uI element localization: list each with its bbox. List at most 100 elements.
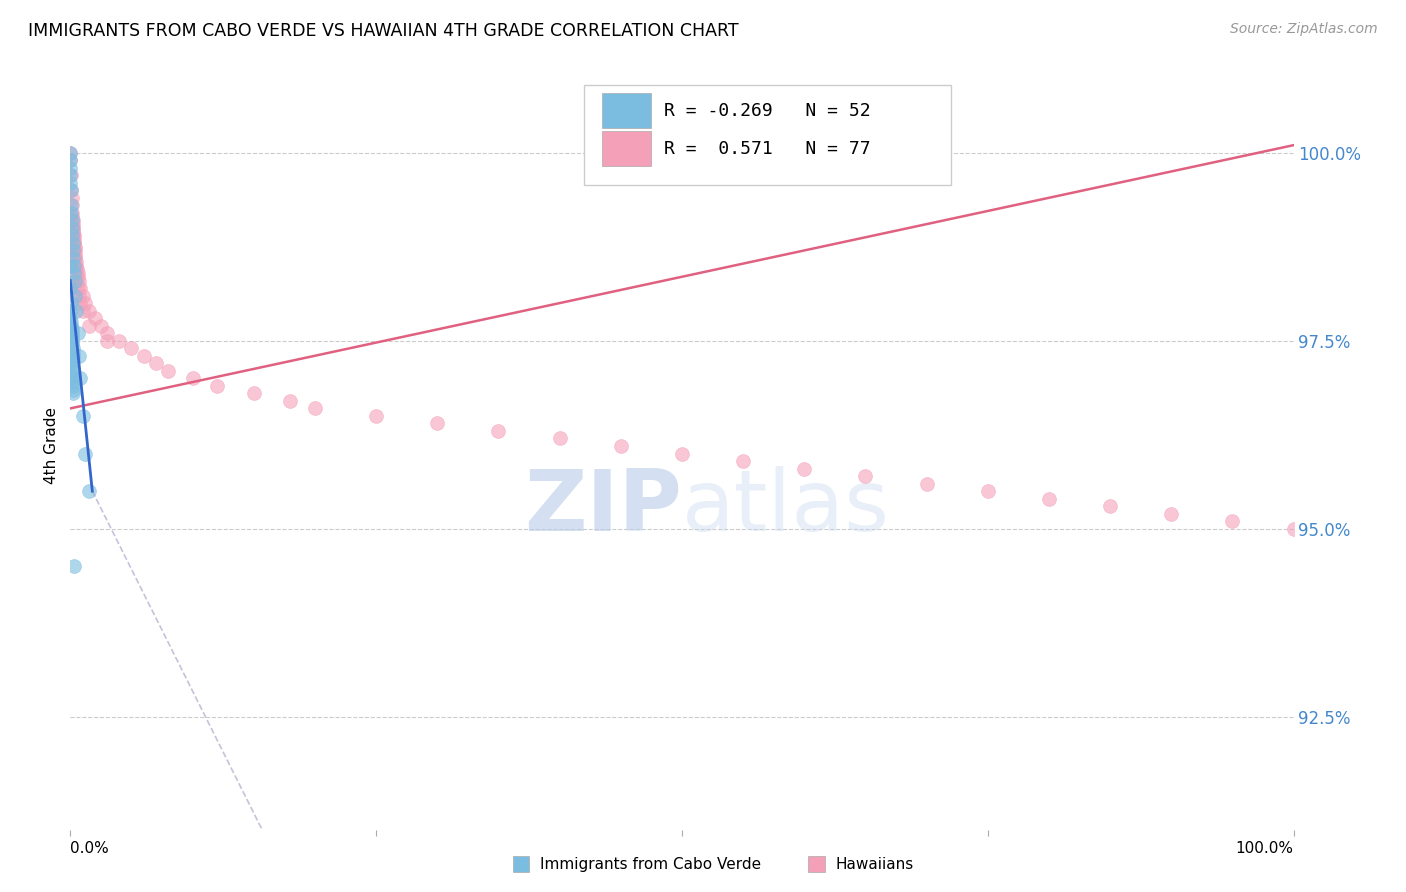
Point [59,145,82,160]
Point [60,206,83,220]
Point [62,379,84,393]
Point [60,296,83,310]
Point [59,153,82,168]
Point [65,251,87,265]
Point [793,461,815,475]
Point [69,281,91,295]
Point [65,274,87,288]
Point [548,432,571,446]
Point [63,244,86,258]
Point [77,303,100,318]
Point [59,259,82,273]
Point [60,337,83,351]
Point [181,371,204,385]
Point [366,409,388,423]
Point [72,409,94,423]
Point [1038,491,1060,506]
Point [63,288,86,302]
Point [671,446,693,460]
Point [63,559,86,574]
Point [488,424,510,438]
Point [60,326,83,341]
Point [915,476,938,491]
Point [72,303,94,318]
Point [610,439,633,453]
Point [59,176,82,190]
Text: Immigrants from Cabo Verde: Immigrants from Cabo Verde [540,857,762,871]
Point [59,161,82,175]
Point [73,446,96,460]
Point [60,334,83,348]
Point [62,251,84,265]
Point [62,259,84,273]
Point [60,213,83,227]
Point [60,359,83,374]
Point [60,330,83,344]
Point [60,191,83,205]
Point [1220,514,1243,528]
Point [62,375,84,389]
Point [66,266,89,280]
Point [77,484,100,499]
Point [59,198,82,212]
Point [108,334,131,348]
Point [63,251,86,265]
Point [63,244,86,258]
Point [60,322,83,336]
Point [62,345,84,359]
Point [62,232,84,246]
Point [73,296,96,310]
Point [66,281,89,295]
Y-axis label: 4th Grade: 4th Grade [44,408,59,484]
Point [304,401,326,416]
Point [62,383,84,397]
Point [59,318,82,333]
Text: atlas: atlas [682,466,890,549]
Point [67,274,90,288]
Point [121,341,143,355]
Point [63,274,86,288]
Text: 100.0%: 100.0% [1236,841,1294,855]
Text: R =  0.571   N = 77: R = 0.571 N = 77 [664,140,870,158]
Point [62,386,84,401]
Text: Source: ZipAtlas.com: Source: ZipAtlas.com [1230,22,1378,37]
Point [62,228,84,243]
Point [62,220,84,235]
Point [60,371,83,385]
Point [60,217,83,231]
Point [77,318,100,333]
Point [132,349,155,363]
Point [65,254,87,268]
Point [63,235,86,250]
Point [62,225,84,239]
Point [62,349,84,363]
Point [59,315,82,329]
Point [69,371,91,385]
Point [60,206,83,220]
Point [62,225,84,239]
Point [90,318,112,333]
Point [59,168,82,182]
Point [62,352,84,367]
Point [62,341,84,355]
Point [59,153,82,168]
Point [62,235,84,250]
Point [62,244,84,258]
Point [65,259,87,273]
Point [426,417,449,431]
Point [1160,507,1182,521]
Point [205,379,228,393]
Point [63,232,86,246]
Bar [602,93,651,128]
Point [1099,499,1122,513]
Point [157,364,180,378]
Point [63,240,86,254]
Point [60,220,83,235]
Point [67,288,90,302]
Point [83,311,105,326]
Point [67,349,90,363]
Bar [602,131,651,166]
Point [60,368,83,382]
Point [60,364,83,378]
Point [66,326,89,341]
